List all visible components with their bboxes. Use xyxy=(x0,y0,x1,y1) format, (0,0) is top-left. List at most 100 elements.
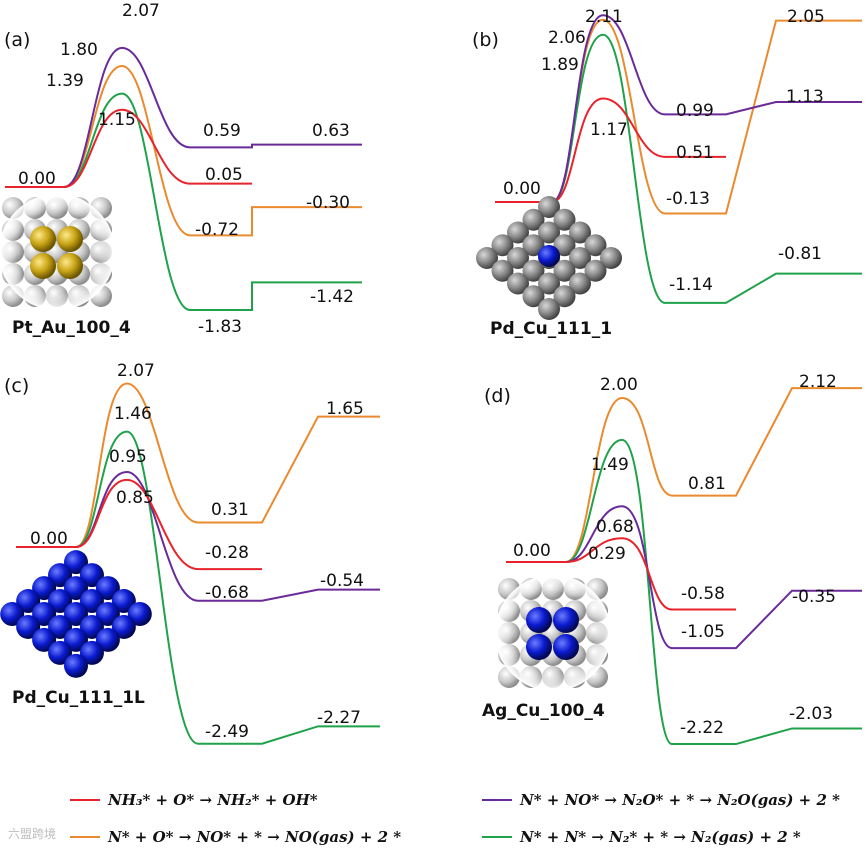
atom xyxy=(95,576,120,601)
value-label: 1.80 xyxy=(60,40,98,60)
surface-model-image xyxy=(0,550,152,678)
value-label: 2.05 xyxy=(787,7,825,27)
value-label: -2.27 xyxy=(317,708,361,728)
atom xyxy=(64,550,88,575)
atom xyxy=(79,589,104,614)
atom xyxy=(522,208,545,231)
panel-label: (d) xyxy=(484,385,511,407)
surface-model-image xyxy=(0,194,115,310)
value-label: 1.15 xyxy=(98,110,136,130)
value-label: 0.00 xyxy=(30,529,68,549)
value-label: -0.58 xyxy=(681,584,725,604)
atom xyxy=(16,589,41,614)
value-label: 0.85 xyxy=(116,488,154,508)
atom xyxy=(79,614,104,639)
value-label: 0.00 xyxy=(503,179,541,199)
value-label: 2.06 xyxy=(548,28,586,48)
atom xyxy=(584,259,607,282)
atom xyxy=(64,653,88,678)
panel-a: (a) 2.07 1.80 1.39 1.15 0.00 0.59 0.63 0… xyxy=(0,1,362,338)
energy-path-green xyxy=(506,438,862,746)
energy-path-purple xyxy=(5,46,362,188)
value-label: 2.12 xyxy=(799,372,837,392)
panel-label: (c) xyxy=(4,375,29,397)
atom xyxy=(538,196,560,218)
energy-path-green xyxy=(16,430,380,745)
energy-path-red xyxy=(495,97,726,203)
atom xyxy=(0,602,25,626)
surface-model-image xyxy=(495,575,611,691)
atom xyxy=(538,298,560,320)
atom xyxy=(476,247,498,269)
legend: NH₃* + O* → NH₂* + OH* N* + O* → NO* + *… xyxy=(70,791,840,846)
value-label: 2.07 xyxy=(117,361,155,381)
value-label: -2.22 xyxy=(680,718,724,738)
atom xyxy=(600,247,622,269)
atom xyxy=(522,285,545,308)
atom xyxy=(522,259,545,282)
atom xyxy=(491,259,514,282)
value-label: -0.72 xyxy=(195,220,239,240)
atom xyxy=(95,602,120,626)
atom xyxy=(48,614,73,639)
legend-entry: N* + NO* → N₂O* + * → N₂O(gas) + 2 * xyxy=(519,791,840,809)
energy-path-orange xyxy=(506,387,862,563)
atom xyxy=(64,602,88,626)
atom xyxy=(79,563,104,588)
atom xyxy=(507,221,529,244)
energy-path-purple xyxy=(506,505,862,650)
value-label: -1.05 xyxy=(681,622,725,642)
energy-path-red xyxy=(5,108,252,188)
atom xyxy=(95,627,120,652)
panel-label: (b) xyxy=(472,29,499,51)
atom xyxy=(538,221,560,244)
value-label: 0.00 xyxy=(513,541,551,561)
atom xyxy=(79,640,104,665)
panel-c: (c) 2.07 1.46 0.95 0.85 0.00 1.65 0.31 -… xyxy=(0,361,380,745)
atom xyxy=(569,247,591,269)
value-label: 0.31 xyxy=(211,500,249,520)
atom xyxy=(553,285,576,308)
atom xyxy=(111,589,136,614)
value-label: -1.83 xyxy=(198,317,242,337)
energy-path-green xyxy=(5,92,362,311)
atom xyxy=(553,259,576,282)
value-label: 2.11 xyxy=(585,7,623,27)
value-label: -0.35 xyxy=(792,587,836,607)
energy-path-red xyxy=(506,537,736,611)
atom xyxy=(507,272,529,295)
value-label: 0.99 xyxy=(676,101,714,121)
atom xyxy=(48,640,73,665)
panel-b: (b) 2.11 2.06 1.89 1.17 0.00 0.99 2.05 1… xyxy=(472,7,862,339)
value-label: 0.59 xyxy=(203,121,241,141)
energy-path-orange xyxy=(5,65,362,237)
surface-name: Pt_Au_100_4 xyxy=(12,318,131,338)
value-label: 1.13 xyxy=(786,87,824,107)
value-label: 0.68 xyxy=(596,517,634,537)
atom xyxy=(507,247,529,269)
energy-path-orange xyxy=(16,382,380,548)
value-label: -0.28 xyxy=(205,543,249,563)
value-label: 1.49 xyxy=(591,455,629,475)
surface-model-image xyxy=(476,196,622,320)
atom xyxy=(522,234,545,257)
panel-label: (a) xyxy=(4,29,30,51)
atom xyxy=(32,602,57,626)
atom xyxy=(111,614,136,639)
atom xyxy=(553,208,576,231)
atom xyxy=(16,614,41,639)
panel-d: (d) 2.00 1.49 0.68 0.29 0.00 2.12 0.81 -… xyxy=(482,372,862,746)
atom xyxy=(64,576,88,601)
atom xyxy=(127,602,152,626)
surface-name: Pd_Cu_111_1L xyxy=(12,688,145,708)
value-label: -1.42 xyxy=(310,287,354,307)
value-label: 1.17 xyxy=(590,120,628,140)
legend-entry: N* + O* → NO* + * → NO(gas) + 2 * xyxy=(107,828,401,846)
value-label: 0.95 xyxy=(109,447,147,467)
watermark: 六盟跨境 xyxy=(8,826,56,841)
value-label: -0.68 xyxy=(205,583,249,603)
value-label: -0.30 xyxy=(306,193,350,213)
atom xyxy=(48,589,73,614)
value-label: 1.89 xyxy=(541,55,579,75)
